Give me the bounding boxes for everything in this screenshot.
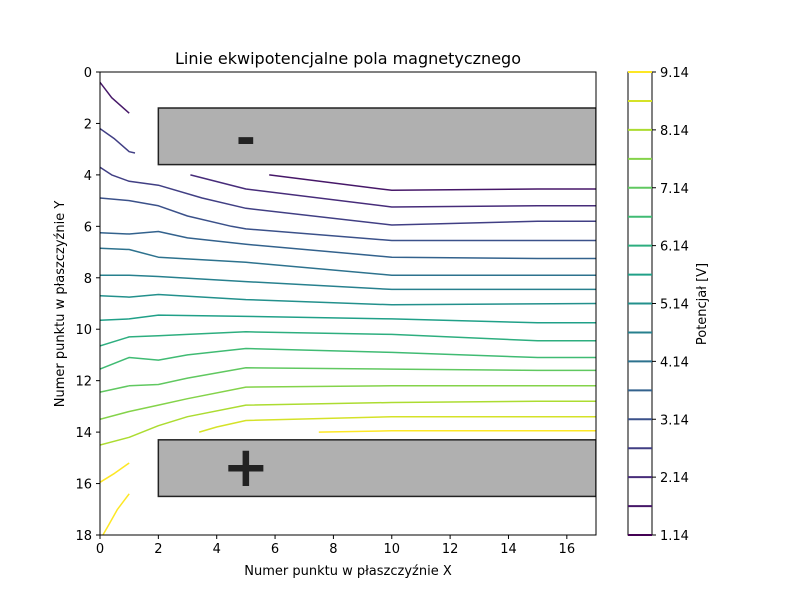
contour-line-4.14 <box>100 247 596 276</box>
colorbar-tick-label: 7.14 <box>660 182 689 197</box>
y-tick-label: 12 <box>75 375 92 390</box>
contour-line-8.64 <box>198 415 596 433</box>
contour-line-4.64 <box>100 274 596 291</box>
y-tick-label: 14 <box>75 426 92 441</box>
contour-line-9.14 <box>102 493 130 535</box>
contour-line-3.14 <box>100 197 596 242</box>
contour-line-5.64 <box>100 314 596 324</box>
chart-title: Linie ekwipotencjalne pola magnetycznego <box>175 49 521 68</box>
contour-line-7.64 <box>100 385 596 421</box>
contour-line-8.14 <box>100 400 596 446</box>
y-tick-label: 2 <box>84 117 92 132</box>
contour-line-1.64 <box>269 174 596 192</box>
x-axis-label: Numer punktu w płaszczyźnie X <box>244 564 452 579</box>
x-tick-label: 14 <box>500 542 517 557</box>
y-axis-label: Numer punktu w płaszczyźnie Y <box>53 201 68 408</box>
contour-line-7.14 <box>100 367 596 393</box>
electrode-positive <box>157 439 596 498</box>
colorbar-tick-label: 8.14 <box>660 124 689 139</box>
x-tick-label: 10 <box>383 542 400 557</box>
contour-line-2.64 <box>100 166 596 226</box>
y-tick-label: 18 <box>75 529 92 544</box>
contour-line-6.64 <box>100 347 596 370</box>
colorbar-label: Potencjał [V] <box>695 263 710 345</box>
x-tick-label: 16 <box>559 542 576 557</box>
colorbar-tick-label: 5.14 <box>660 298 689 313</box>
electrodes: -+ <box>157 107 596 500</box>
y-tick-label: 16 <box>75 478 92 493</box>
x-tick-label: 0 <box>96 542 104 557</box>
plot-frame <box>99 71 597 536</box>
contour-line-9.14 <box>318 430 596 433</box>
contour-lines <box>100 81 596 535</box>
colorbar: 1.14 2.14 3.14 4.14 5.14 6.14 7.14 8.14 9.14 <box>627 66 689 544</box>
y-tick-label: 6 <box>84 220 92 235</box>
x-tick-label: 4 <box>213 542 221 557</box>
x-axis: 0 2 4 6 8 10 12 14 16 <box>96 535 575 557</box>
x-tick-label: 2 <box>154 542 162 557</box>
contour-line-3.64 <box>100 230 596 260</box>
contour-line-9.14 <box>100 462 130 483</box>
contour-line-1.64 <box>100 81 130 114</box>
x-tick-label: 8 <box>329 542 337 557</box>
y-tick-label: 8 <box>84 272 92 287</box>
colorbar-tick-label: 4.14 <box>660 355 689 370</box>
contour-line-6.14 <box>100 331 596 347</box>
x-tick-label: 12 <box>442 542 459 557</box>
colorbar-tick-label: 6.14 <box>660 240 689 255</box>
electrode-negative-symbol: - <box>236 110 256 166</box>
y-tick-label: 0 <box>84 66 92 81</box>
y-tick-label: 4 <box>84 169 92 184</box>
electrode-positive-symbol: + <box>222 435 269 500</box>
colorbar-tick-label: 9.14 <box>660 66 689 81</box>
colorbar-tick-label: 2.14 <box>660 471 689 486</box>
electrode-negative <box>157 107 596 166</box>
contour-line-2.64 <box>100 127 136 154</box>
x-tick-label: 6 <box>271 542 279 557</box>
contour-line-2.14 <box>190 174 596 208</box>
contour-line-5.14 <box>100 293 596 306</box>
y-axis: 0 2 4 6 8 10 12 14 16 18 <box>75 66 100 544</box>
colorbar-tick-label: 1.14 <box>660 529 689 544</box>
colorbar-tick-label: 3.14 <box>660 413 689 428</box>
y-tick-label: 10 <box>75 323 92 338</box>
